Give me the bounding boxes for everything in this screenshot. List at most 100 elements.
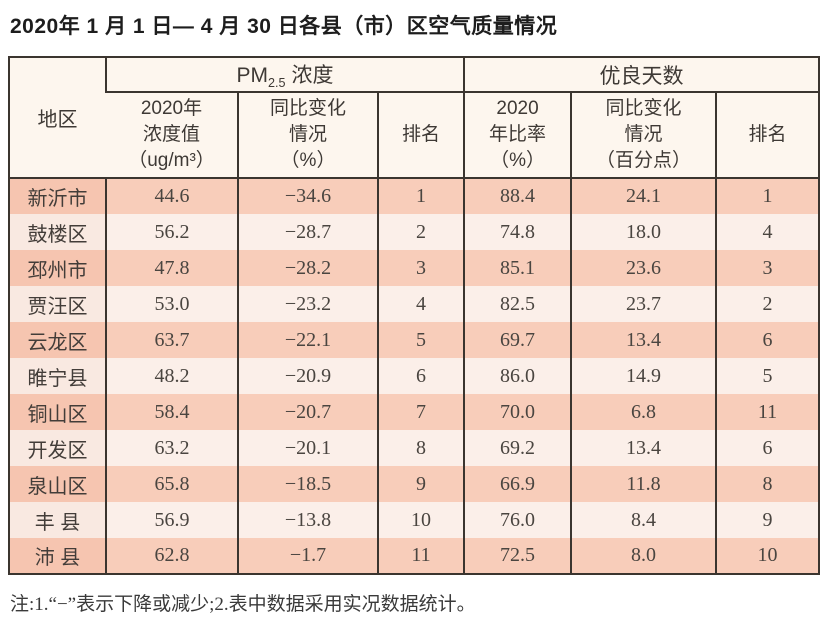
good-change-cell: 18.0 xyxy=(570,214,717,250)
good-change-cell: 8.0 xyxy=(570,538,717,574)
good-rank-cell: 11 xyxy=(715,394,820,430)
good-change-cell: 6.8 xyxy=(570,394,717,430)
table-row: 邳州市 47.8 −28.2 3 85.1 23.6 3 xyxy=(9,250,820,286)
good-ratio-cell: 85.1 xyxy=(463,250,572,286)
pm-change-header: 同比变化 情况 （%） xyxy=(237,92,378,179)
pm-rank-header: 排名 xyxy=(376,92,465,179)
table-row: 新沂市 44.6 −34.6 1 88.4 24.1 1 xyxy=(9,178,820,214)
region-cell: 丰 县 xyxy=(9,502,106,538)
good-ratio-header: 2020 年比率 （%） xyxy=(463,92,572,179)
region-cell: 鼓楼区 xyxy=(9,214,106,250)
pm-change-cell: −20.9 xyxy=(237,358,378,394)
pm-value-cell: 63.2 xyxy=(105,430,238,466)
table-row: 丰 县 56.9 −13.8 10 76.0 8.4 9 xyxy=(9,502,820,538)
good-ratio-cell: 86.0 xyxy=(463,358,572,394)
pm-label-suffix: 浓度 xyxy=(291,63,334,87)
good-change-cell: 13.4 xyxy=(570,322,717,358)
good-rank-cell: 6 xyxy=(715,322,820,358)
pm-change-cell: −20.1 xyxy=(237,430,378,466)
good-change-cell: 23.6 xyxy=(570,250,717,286)
pm25-group-header: PM2.5 浓度 xyxy=(104,57,465,93)
region-cell: 邳州市 xyxy=(9,250,106,286)
good-ratio-cell: 82.5 xyxy=(463,286,572,322)
pm-rank-cell: 5 xyxy=(376,322,465,358)
good-rank-cell: 4 xyxy=(715,214,820,250)
good-change-cell: 11.8 xyxy=(570,466,717,502)
pm-rank-cell: 6 xyxy=(376,358,465,394)
good-ratio-cell: 69.7 xyxy=(463,322,572,358)
good-rank-cell: 10 xyxy=(715,538,820,574)
table-footnote: 注:1.“−”表示下降或减少;2.表中数据采用实况数据统计。 xyxy=(10,594,476,615)
good-change-cell: 13.4 xyxy=(570,430,717,466)
pm-rank-cell: 9 xyxy=(376,466,465,502)
pm-value-cell: 63.7 xyxy=(105,322,238,358)
pm-change-cell: −1.7 xyxy=(237,538,378,574)
pm-change-cell: −20.7 xyxy=(237,394,378,430)
region-cell: 沛 县 xyxy=(9,538,106,574)
pm-rank-cell: 8 xyxy=(376,430,465,466)
good-ratio-cell: 74.8 xyxy=(463,214,572,250)
good-ratio-cell: 70.0 xyxy=(463,394,572,430)
pm-rank-cell: 2 xyxy=(376,214,465,250)
pm-change-cell: −23.2 xyxy=(237,286,378,322)
pm-label-subscript: 2.5 xyxy=(268,76,286,91)
pm-rank-cell: 4 xyxy=(376,286,465,322)
table-body: 新沂市 44.6 −34.6 1 88.4 24.1 1 鼓楼区 56.2 −2… xyxy=(9,178,820,574)
group-header-row: 地区 PM2.5 浓度 优良天数 xyxy=(9,57,820,179)
pm-rank-cell: 7 xyxy=(376,394,465,430)
table-row: 云龙区 63.7 −22.1 5 69.7 13.4 6 xyxy=(9,322,820,358)
pm-change-cell: −18.5 xyxy=(237,466,378,502)
good-ratio-cell: 72.5 xyxy=(463,538,572,574)
good-change-cell: 8.4 xyxy=(570,502,717,538)
region-cell: 云龙区 xyxy=(9,322,106,358)
good-rank-cell: 6 xyxy=(715,430,820,466)
table-row: 鼓楼区 56.2 −28.7 2 74.8 18.0 4 xyxy=(9,214,820,250)
pm-rank-cell: 1 xyxy=(376,178,465,214)
good-ratio-cell: 76.0 xyxy=(463,502,572,538)
table-row: 睢宁县 48.2 −20.9 6 86.0 14.9 5 xyxy=(9,358,820,394)
table-row: 铜山区 58.4 −20.7 7 70.0 6.8 11 xyxy=(9,394,820,430)
good-change-cell: 23.7 xyxy=(570,286,717,322)
good-ratio-cell: 66.9 xyxy=(463,466,572,502)
pm-change-cell: −22.1 xyxy=(237,322,378,358)
good-change-cell: 14.9 xyxy=(570,358,717,394)
pm-value-cell: 44.6 xyxy=(105,178,238,214)
table-header: 地区 PM2.5 浓度 优良天数 2020年 浓度值 （ug/m³） 同比变化 情… xyxy=(9,57,820,179)
good-rank-cell: 1 xyxy=(715,178,820,214)
page-title: 2020年 1 月 1 日— 4 月 30 日各县（市）区空气质量情况 xyxy=(10,15,558,38)
pm-value-cell: 56.2 xyxy=(105,214,238,250)
good-rank-header: 排名 xyxy=(715,92,820,179)
pm-value-cell: 58.4 xyxy=(105,394,238,430)
pm-value-cell: 65.8 xyxy=(105,466,238,502)
good-rank-cell: 3 xyxy=(715,250,820,286)
air-quality-table: 地区 PM2.5 浓度 优良天数 2020年 浓度值 （ug/m³） 同比变化 情… xyxy=(8,56,821,575)
good-days-group-header: 优良天数 xyxy=(463,57,820,93)
pm-change-cell: −13.8 xyxy=(237,502,378,538)
region-cell: 铜山区 xyxy=(9,394,106,430)
pm-value-cell: 62.8 xyxy=(105,538,238,574)
good-rank-cell: 5 xyxy=(715,358,820,394)
region-cell: 开发区 xyxy=(9,430,106,466)
region-cell: 贾汪区 xyxy=(9,286,106,322)
pm-change-cell: −34.6 xyxy=(237,178,378,214)
pm-rank-cell: 11 xyxy=(376,538,465,574)
table-row: 泉山区 65.8 −18.5 9 66.9 11.8 8 xyxy=(9,466,820,502)
pm-value-cell: 47.8 xyxy=(105,250,238,286)
pm-rank-cell: 10 xyxy=(376,502,465,538)
pm-value-cell: 56.9 xyxy=(105,502,238,538)
good-change-header: 同比变化 情况 （百分点） xyxy=(570,92,717,179)
pm-change-cell: −28.2 xyxy=(237,250,378,286)
pm-value-cell: 48.2 xyxy=(105,358,238,394)
pm-label-prefix: PM xyxy=(236,63,269,87)
good-rank-cell: 9 xyxy=(715,502,820,538)
table-row: 沛 县 62.8 −1.7 11 72.5 8.0 10 xyxy=(9,538,820,574)
region-cell: 睢宁县 xyxy=(9,358,106,394)
region-cell: 泉山区 xyxy=(9,466,106,502)
pm-change-cell: −28.7 xyxy=(237,214,378,250)
pm-value-cell: 53.0 xyxy=(105,286,238,322)
good-ratio-cell: 88.4 xyxy=(463,178,572,214)
region-cell: 新沂市 xyxy=(9,178,106,214)
table-row: 贾汪区 53.0 −23.2 4 82.5 23.7 2 xyxy=(9,286,820,322)
good-rank-cell: 2 xyxy=(715,286,820,322)
table-row: 开发区 63.2 −20.1 8 69.2 13.4 6 xyxy=(9,430,820,466)
